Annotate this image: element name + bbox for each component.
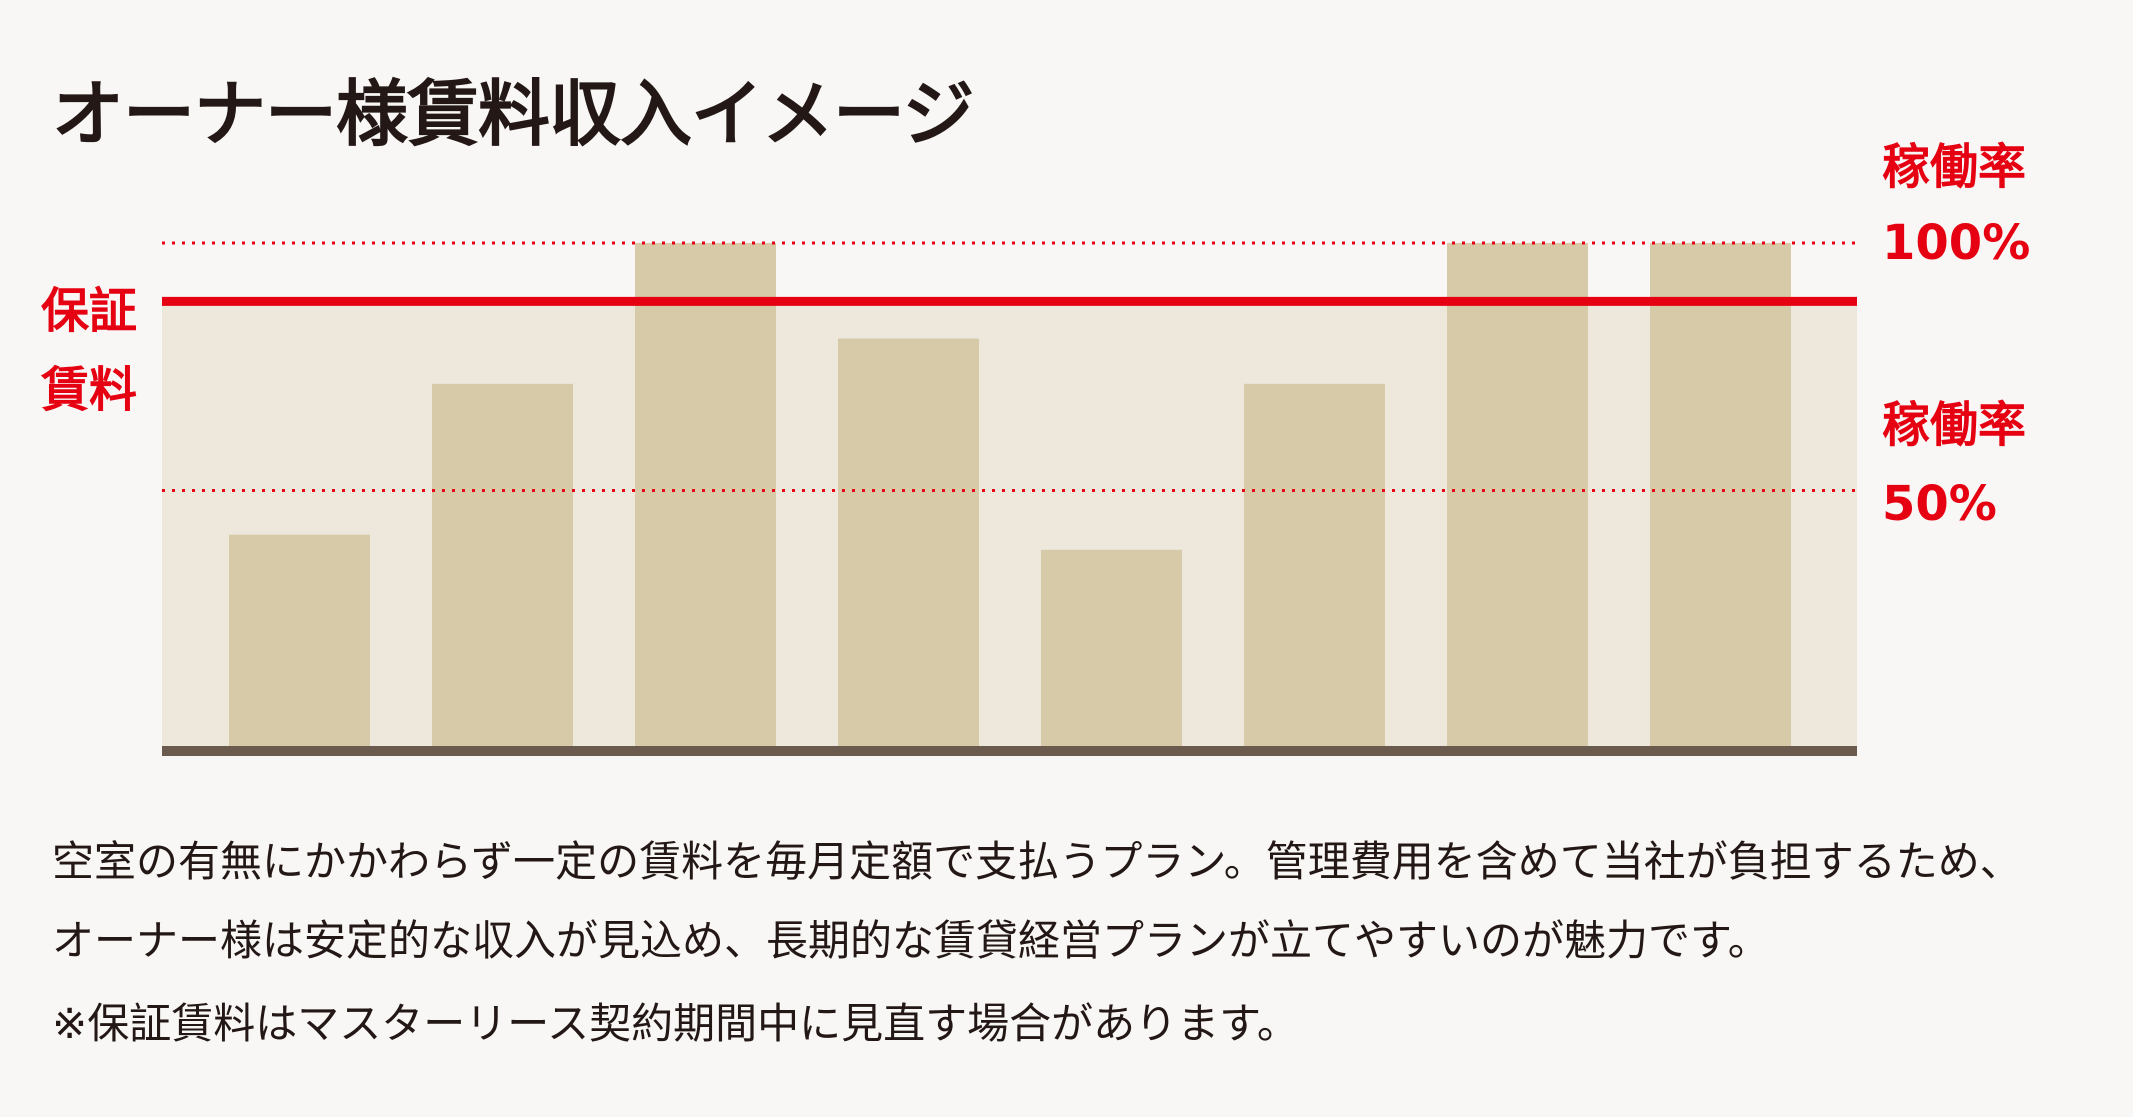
- description-line-1: 空室の有無にかかわらず一定の賃料を毎月定額で支払うプラン。管理費用を含めて当社が…: [52, 837, 2022, 886]
- bar-1: [229, 534, 370, 746]
- bar-7: [1447, 243, 1588, 746]
- guaranteed-rent-label-line1: 保証: [40, 283, 137, 339]
- bar-5: [1041, 549, 1182, 746]
- chart-title: オーナー様賃料収入イメージ: [52, 72, 975, 156]
- rate-50-label-line2: 50%: [1882, 476, 1997, 532]
- description-line-2: オーナー様は安定的な収入が見込め、長期的な賃貸経営プランが立てやすいのが魅力です…: [52, 916, 1770, 965]
- rate-100-label-line1: 稼働率: [1882, 139, 2027, 195]
- bar-3: [635, 243, 776, 746]
- rate-50-label-line1: 稼働率: [1882, 397, 2027, 453]
- rate-100-label-line2: 100%: [1882, 215, 2031, 271]
- bar-2: [432, 383, 573, 746]
- bar-group: [229, 243, 1791, 746]
- description-note: ※保証賃料はマスターリース契約期間中に見直す場合があります。: [52, 999, 1299, 1048]
- bar-4: [838, 338, 979, 746]
- guaranteed-rent-band: [162, 305, 1857, 751]
- guaranteed-rent-label-line2: 賃料: [40, 362, 137, 418]
- bar-6: [1244, 383, 1385, 746]
- bar-8: [1650, 243, 1791, 746]
